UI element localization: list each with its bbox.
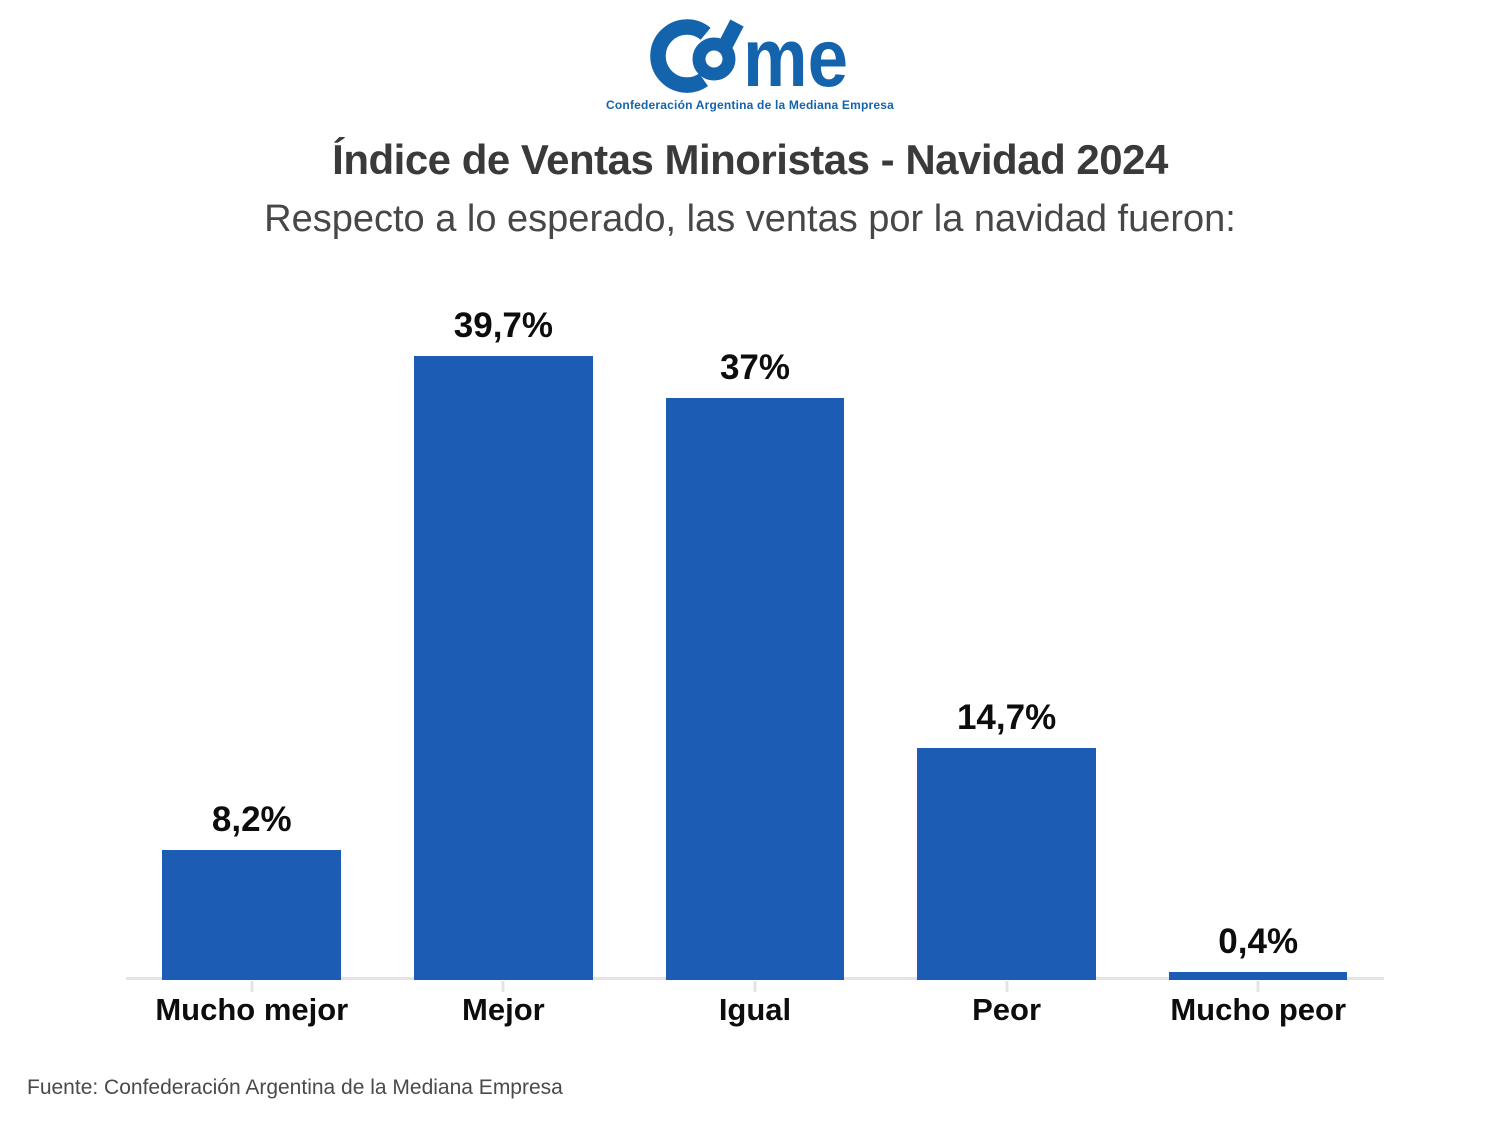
value-label-mucho-peor: 0,4% [1218,921,1299,961]
source-note: Fuente: Confederación Argentina de la Me… [27,1076,563,1099]
chart-column-peor: 14,7% Peor [881,320,1133,1027]
category-label-peor: Peor [972,992,1042,1027]
bar-chart: 8,2% Mucho mejor 39,7% Mejor 37% Igual 14,7% Pe… [126,306,1384,1027]
page-title: Índice de Ventas Minoristas - Navidad 20… [332,136,1168,183]
category-label-mucho-mejor: Mucho mejor [155,992,349,1027]
axis-tick-igual [753,981,757,992]
value-label-mucho-mejor: 8,2% [211,799,292,839]
bar-mejor [414,356,593,980]
bar-igual [665,398,845,980]
chart-column-mucho-mejor: 8,2% Mucho mejor [126,320,378,1027]
category-label-mucho-peor: Mucho peor [1170,992,1347,1027]
came-logo-icon: me [650,16,848,94]
category-label-mejor: Mejor [462,992,545,1027]
axis-tick-mucho-mejor [250,981,254,992]
bar-mucho-peor [1168,971,1348,980]
axis-tick-mucho-peor [1256,981,1260,992]
value-label-igual: 37% [719,348,791,388]
chart-column-mejor: 39,7% Mejor [378,306,630,1027]
bar-peor [917,747,1096,980]
header: me Confederación Argentina de la Mediana… [0,0,1500,241]
axis-tick-peor [1005,981,1009,992]
page-subtitle: Respecto a lo esperado, las ventas por l… [264,198,1236,240]
logo-wordmark-me: me [743,16,848,94]
axis-tick-mejor [501,981,505,992]
bar-mucho-mejor [162,849,342,980]
came-logo: me Confederación Argentina de la Mediana… [606,16,894,112]
chart-column-igual: 37% Igual [629,320,881,1027]
value-label-peor: 14,7% [956,697,1057,737]
logo-a-stem [717,19,744,52]
logo-c-arc [650,19,711,93]
chart-column-mucho-peor: 0,4% Mucho peor [1132,320,1384,1027]
logo-a-bowl [692,37,736,81]
value-label-mejor: 39,7% [453,306,554,346]
logo-tagline: Confederación Argentina de la Mediana Em… [606,98,894,112]
category-label-igual: Igual [718,992,792,1027]
